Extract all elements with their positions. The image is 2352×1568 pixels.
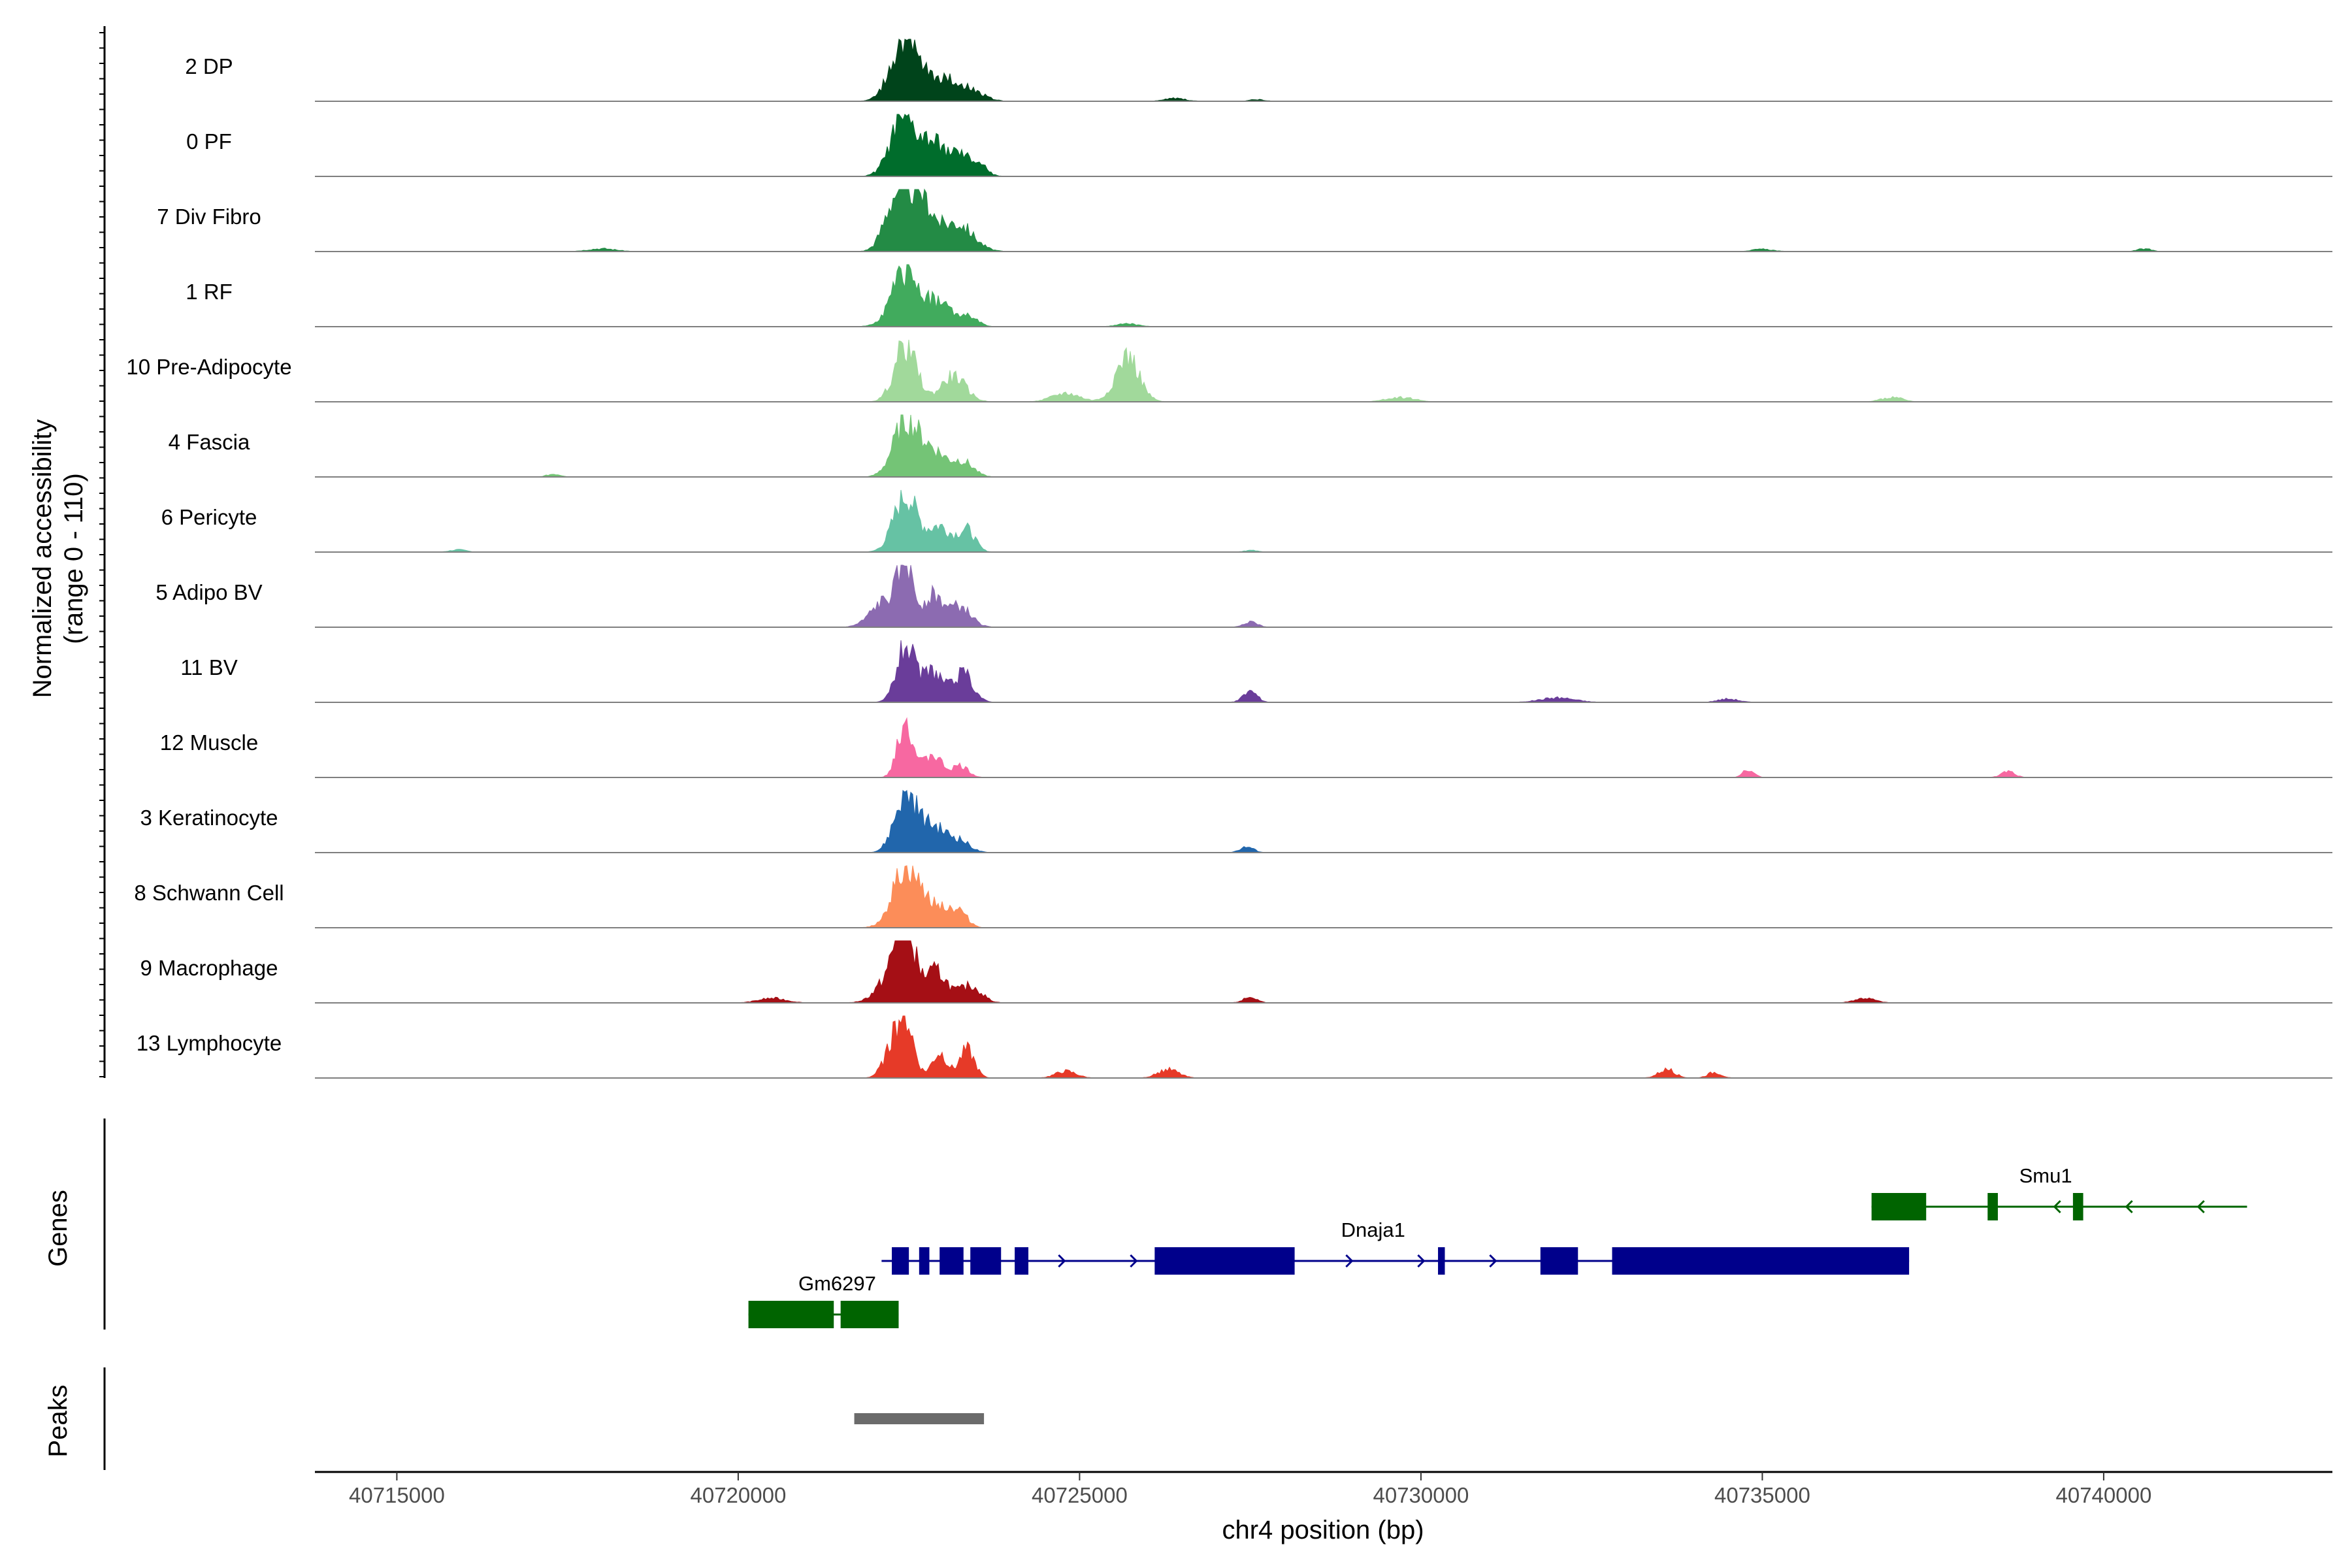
x-tick-label: 40730000 xyxy=(1373,1483,1469,1507)
track-13: 9 Macrophage xyxy=(140,940,2332,1004)
coverage-area xyxy=(315,1015,2332,1079)
track-label: 12 Muscle xyxy=(160,730,258,755)
track-label: 2 DP xyxy=(185,54,233,78)
strand-arrow xyxy=(1130,1254,1138,1268)
x-axis: 40715000 40720000 40725000 40730000 40735000… xyxy=(315,1471,2332,1507)
coverage-area xyxy=(315,39,2332,102)
coverage-area xyxy=(315,940,2332,1004)
gene-exon xyxy=(1438,1247,1445,1275)
x-tick-label: 40725000 xyxy=(1032,1483,1128,1507)
gene-label: Dnaja1 xyxy=(1341,1218,1405,1241)
track-10: 12 Muscle xyxy=(160,717,2332,778)
gene-exon xyxy=(892,1247,909,1275)
gene-exon xyxy=(970,1247,1002,1275)
track-label: 0 PF xyxy=(186,129,232,154)
strand-arrow xyxy=(2053,1200,2061,1214)
track-6: 4 Fascia xyxy=(169,414,2332,478)
coverage-area xyxy=(315,114,2332,177)
track-1: 2 DP xyxy=(185,39,2332,102)
track-5: 10 Pre-Adipocyte xyxy=(126,339,2332,402)
strand-arrow xyxy=(2197,1200,2205,1214)
coverage-area xyxy=(315,339,2332,402)
strand-arrow xyxy=(1489,1254,1497,1268)
x-tick-label: 40740000 xyxy=(2056,1483,2152,1507)
gene-gm6297: Gm6297 xyxy=(748,1272,899,1328)
track-label: 3 Keratinocyte xyxy=(140,806,278,830)
coverage-area xyxy=(315,717,2332,778)
gene-exon xyxy=(939,1247,964,1275)
gene-exon xyxy=(1987,1193,1998,1220)
gene-exon xyxy=(840,1301,899,1328)
track-4: 1 RF xyxy=(186,264,2332,327)
coverage-area xyxy=(315,188,2332,252)
genes-track-label: Genes xyxy=(44,1190,73,1267)
x-tick-label: 40735000 xyxy=(1714,1483,1810,1507)
gene-exon xyxy=(1540,1247,1578,1275)
y-axis-title-line1: Normalized accessibility xyxy=(28,419,57,698)
gene-exon xyxy=(919,1247,930,1275)
track-label: 9 Macrophage xyxy=(140,956,278,980)
strand-arrow xyxy=(2125,1200,2133,1214)
gene-exon xyxy=(1612,1247,1910,1275)
track-label: 4 Fascia xyxy=(169,430,250,454)
strand-arrow xyxy=(1417,1254,1426,1268)
gene-exon xyxy=(2072,1193,2083,1220)
track-label: 1 RF xyxy=(186,280,233,304)
track-8: 5 Adipo BV xyxy=(155,564,2332,628)
track-label: 10 Pre-Adipocyte xyxy=(126,355,291,379)
track-11: 3 Keratinocyte xyxy=(140,790,2332,853)
coverage-area xyxy=(315,865,2332,928)
gene-smu1: Smu1 xyxy=(1871,1164,2247,1220)
track-label: 6 Pericyte xyxy=(161,505,257,529)
track-3: 7 Div Fibro xyxy=(157,188,2332,252)
coverage-area xyxy=(315,264,2332,327)
track-9: 11 BV xyxy=(180,640,2332,703)
y-axis-title-line2: (range 0 - 110) xyxy=(59,473,88,644)
gene-exon xyxy=(748,1301,834,1328)
coverage-area xyxy=(315,489,2332,553)
peaks-track xyxy=(103,1367,985,1470)
gene-label: Smu1 xyxy=(2019,1164,2072,1187)
strand-arrow xyxy=(1058,1254,1066,1268)
coverage-area xyxy=(315,640,2332,703)
gene-exon xyxy=(1015,1247,1029,1275)
coverage-area xyxy=(315,414,2332,478)
strand-arrow xyxy=(1345,1254,1354,1268)
gene-label: Gm6297 xyxy=(798,1272,876,1295)
x-tick-label: 40720000 xyxy=(690,1483,786,1507)
track-14: 13 Lymphocyte xyxy=(137,1015,2332,1079)
track-label: 11 BV xyxy=(180,655,237,679)
peak-region xyxy=(854,1413,985,1424)
x-tick-label: 40715000 xyxy=(349,1483,445,1507)
coverage-tracks: 2 DP 0 PF 7 Div Fibro 1 RF 10 Pre-Adipocyte 4… xyxy=(99,26,2332,1079)
track-label: 5 Adipo BV xyxy=(155,580,262,604)
x-axis-title: chr4 position (bp) xyxy=(1222,1516,1424,1544)
track-label: 8 Schwann Cell xyxy=(134,881,284,905)
gene-dnaja1: Dnaja1 xyxy=(881,1218,1910,1275)
track-label: 7 Div Fibro xyxy=(157,204,261,229)
track-7: 6 Pericyte xyxy=(161,489,2332,553)
gene-exon xyxy=(1871,1193,1927,1220)
track-label: 13 Lymphocyte xyxy=(137,1031,282,1055)
track-12: 8 Schwann Cell xyxy=(134,865,2332,928)
coverage-area xyxy=(315,564,2332,628)
peaks-track-label: Peaks xyxy=(44,1384,73,1457)
track-2: 0 PF xyxy=(186,114,2332,177)
gene-exon xyxy=(1154,1247,1295,1275)
coverage-area xyxy=(315,790,2332,853)
genes-track: Dnaja1 Smu1 Gm6297 xyxy=(103,1119,2247,1330)
